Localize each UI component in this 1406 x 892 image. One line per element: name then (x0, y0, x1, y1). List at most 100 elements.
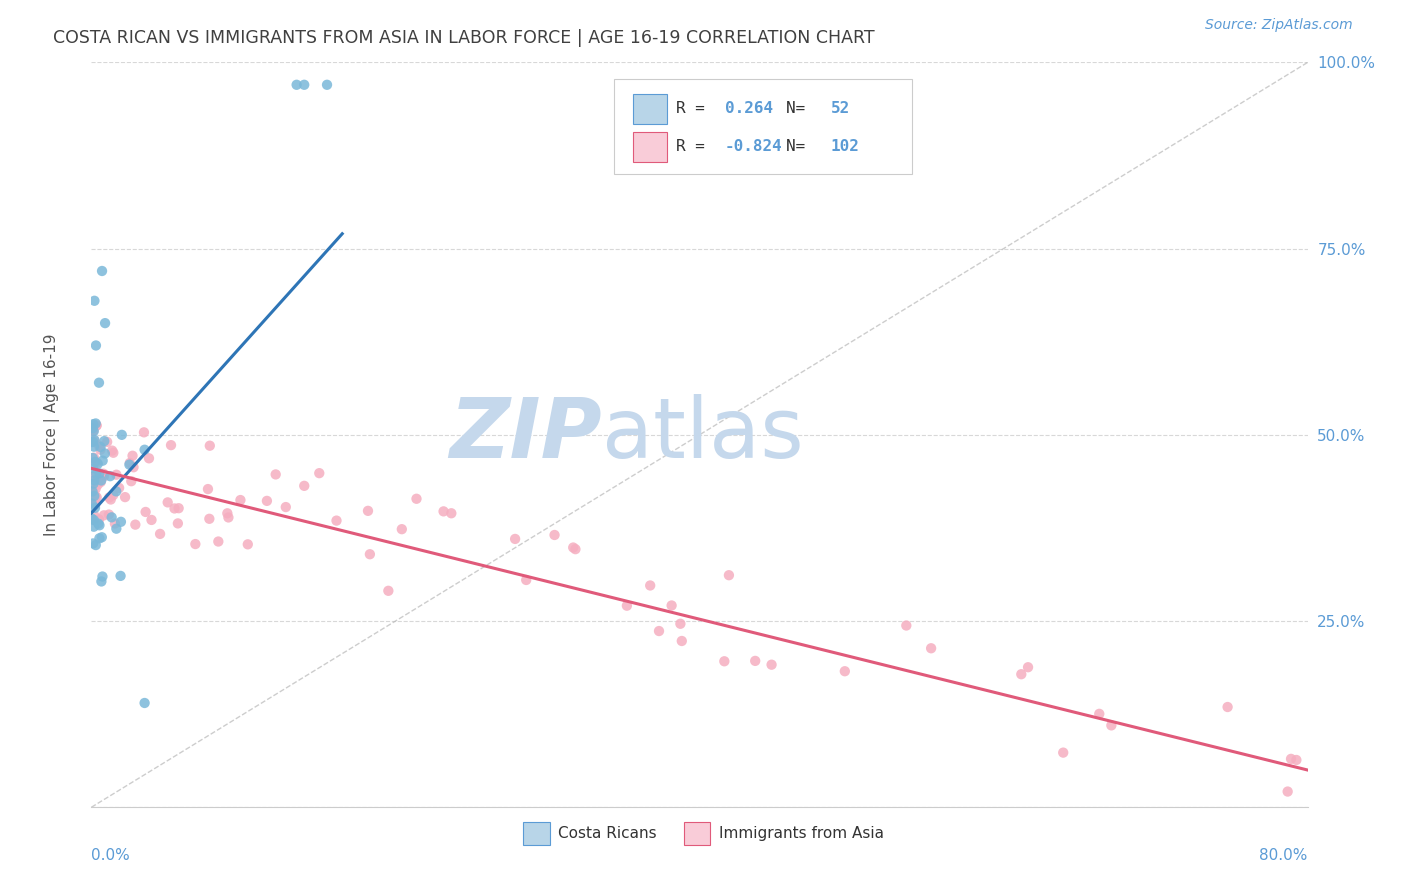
Point (84, 488, 107, 502)
Point (114, 490, 136, 504)
Point (93, 508, 115, 523)
Point (198, 439, 221, 453)
Point (896, 618, 918, 632)
Point (86, 418, 108, 433)
Point (82, 461, 104, 475)
Point (357, 504, 380, 518)
Point (1017, 660, 1039, 674)
Point (761, 657, 783, 672)
Text: 0.0%: 0.0% (91, 848, 131, 863)
Point (83, 474, 105, 488)
Point (83, 519, 105, 533)
Point (1285, 753, 1308, 767)
Point (713, 654, 735, 668)
Point (121, 449, 143, 463)
FancyBboxPatch shape (633, 132, 666, 161)
Point (717, 568, 740, 582)
Point (90, 530, 112, 544)
Point (120, 474, 142, 488)
Text: atlas: atlas (602, 394, 804, 475)
Point (325, 514, 347, 528)
Point (134, 696, 156, 710)
FancyBboxPatch shape (633, 94, 666, 123)
Text: In Labor Force | Age 16-19: In Labor Force | Age 16-19 (45, 334, 60, 536)
Point (110, 569, 132, 583)
Point (89, 532, 111, 546)
Point (236, 537, 259, 551)
Point (90, 574, 112, 589)
Point (217, 506, 239, 520)
Point (80, 485, 103, 500)
Point (84, 338, 107, 352)
Point (84, 498, 107, 512)
Point (229, 493, 252, 508)
Point (111, 428, 134, 442)
Point (264, 467, 287, 482)
Point (93, 467, 115, 481)
Point (515, 573, 537, 587)
Text: 0.264: 0.264 (725, 101, 773, 116)
Point (83, 433, 105, 447)
Point (104, 516, 127, 531)
Point (543, 528, 565, 542)
Point (503, 532, 526, 546)
Point (118, 458, 141, 472)
Point (432, 504, 454, 518)
Point (98, 469, 121, 483)
Text: COSTA RICAN VS IMMIGRANTS FROM ASIA IN LABOR FORCE | AGE 16-19 CORRELATION CHART: COSTA RICAN VS IMMIGRANTS FROM ASIA IN L… (53, 29, 875, 46)
Point (292, 78, 315, 92)
Point (84, 455, 107, 469)
Point (1277, 784, 1299, 798)
Point (82, 536, 104, 550)
Point (124, 517, 146, 532)
Point (135, 505, 157, 519)
Point (83, 489, 105, 503)
Point (669, 616, 692, 631)
Point (198, 512, 221, 526)
Point (84, 467, 107, 481)
Point (87, 516, 110, 531)
Point (1216, 700, 1239, 714)
Point (638, 578, 661, 592)
Point (256, 494, 278, 508)
Point (160, 438, 183, 452)
Text: -0.824: -0.824 (725, 139, 783, 154)
Point (661, 599, 683, 613)
Point (83, 470, 105, 484)
Point (105, 522, 128, 536)
Point (82, 512, 104, 526)
Point (83, 293, 105, 308)
Point (920, 641, 942, 656)
Point (671, 634, 693, 648)
Point (98, 491, 121, 505)
Point (82, 424, 104, 438)
Point (108, 481, 131, 495)
FancyBboxPatch shape (614, 78, 912, 174)
Point (91, 264, 114, 278)
FancyBboxPatch shape (523, 822, 550, 845)
Point (103, 446, 125, 460)
Point (377, 583, 399, 598)
Point (100, 492, 122, 507)
Point (87, 512, 110, 526)
Point (274, 500, 297, 514)
Point (87, 376, 110, 390)
Point (118, 456, 141, 470)
Point (83, 492, 105, 507)
Point (1052, 746, 1074, 760)
Point (82, 424, 104, 438)
Point (83, 487, 105, 501)
Point (80, 511, 103, 525)
Point (101, 443, 124, 458)
Point (285, 78, 308, 92)
Point (96, 434, 118, 449)
Point (744, 654, 766, 668)
Point (89, 467, 111, 481)
Point (83, 440, 105, 454)
Point (84, 500, 107, 515)
Point (105, 467, 128, 482)
Point (82, 470, 104, 484)
Text: Costa Ricans: Costa Ricans (558, 826, 657, 841)
Point (1010, 667, 1032, 681)
Point (834, 665, 856, 679)
